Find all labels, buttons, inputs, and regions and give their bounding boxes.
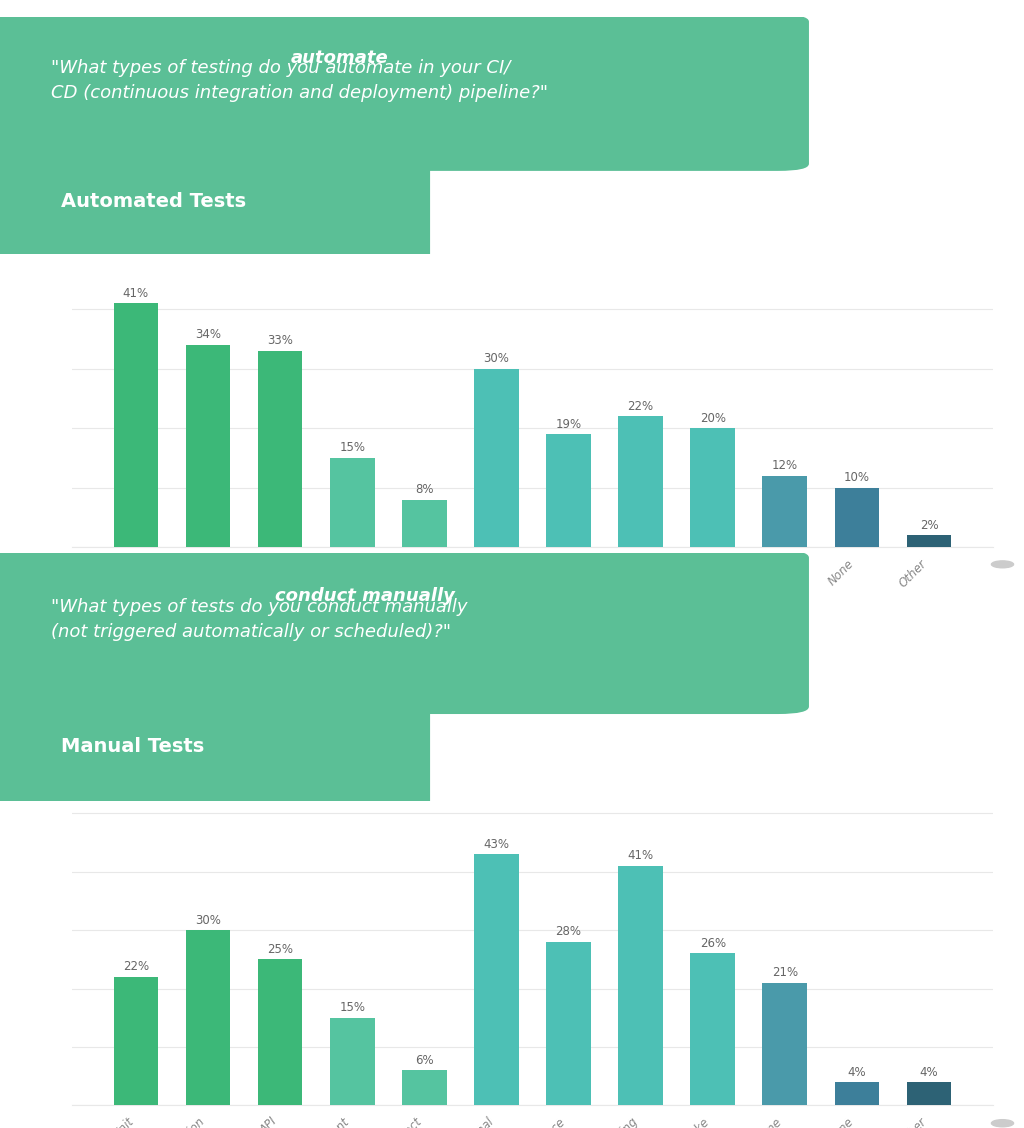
Bar [546,434,591,547]
Bar [330,458,375,547]
Text: conduct manually: conduct manually [274,588,455,605]
Bar [258,351,302,547]
Text: "What types of testing do you automate in your CI/
CD (continuous integration an: "What types of testing do you automate i… [51,60,548,103]
Bar [763,476,807,547]
Bar [546,942,591,1105]
Text: 21%: 21% [772,967,798,979]
Text: 15%: 15% [339,1002,366,1014]
FancyBboxPatch shape [0,550,809,714]
Bar [330,1017,375,1105]
Text: 15%: 15% [339,441,366,455]
FancyBboxPatch shape [0,675,430,809]
Text: 19%: 19% [555,417,582,431]
Bar [258,959,302,1105]
Bar [835,487,880,547]
Text: 28%: 28% [556,925,582,938]
Bar [402,1070,446,1105]
Text: 22%: 22% [628,399,653,413]
Text: 30%: 30% [483,352,509,365]
Text: "What types of tests do you conduct manually
(not triggered automatically or sch: "What types of tests do you conduct manu… [51,598,468,641]
Circle shape [991,561,1014,567]
Text: 12%: 12% [772,459,798,473]
Text: 2%: 2% [920,519,938,531]
Text: 25%: 25% [267,943,293,955]
FancyBboxPatch shape [0,133,430,261]
Text: 30%: 30% [196,914,221,926]
Bar [618,865,663,1105]
Text: 33%: 33% [267,334,293,347]
Bar [185,931,230,1105]
Text: Automated Tests: Automated Tests [61,192,247,211]
Bar [835,1082,880,1105]
Text: 4%: 4% [920,1066,938,1078]
Text: 6%: 6% [415,1054,433,1067]
Text: 41%: 41% [123,287,148,300]
Text: 4%: 4% [848,1066,866,1078]
Bar [906,1082,951,1105]
Text: Manual Tests: Manual Tests [61,737,205,756]
Bar [402,500,446,547]
Text: 43%: 43% [483,837,509,851]
Text: automate: automate [291,50,388,68]
Text: 41%: 41% [628,849,653,862]
Bar [690,953,735,1105]
Circle shape [991,1120,1014,1127]
FancyBboxPatch shape [0,15,809,171]
Bar [618,416,663,547]
Text: 34%: 34% [195,328,221,342]
Bar [474,369,519,547]
Bar [763,982,807,1105]
Bar [114,303,159,547]
Text: 26%: 26% [699,937,726,950]
Text: 20%: 20% [699,412,726,424]
Text: 8%: 8% [415,483,433,496]
Text: 10%: 10% [844,472,870,484]
Bar [114,977,159,1105]
Bar [906,535,951,547]
Bar [185,345,230,547]
Text: 22%: 22% [123,960,148,973]
Bar [474,854,519,1105]
Bar [690,429,735,547]
